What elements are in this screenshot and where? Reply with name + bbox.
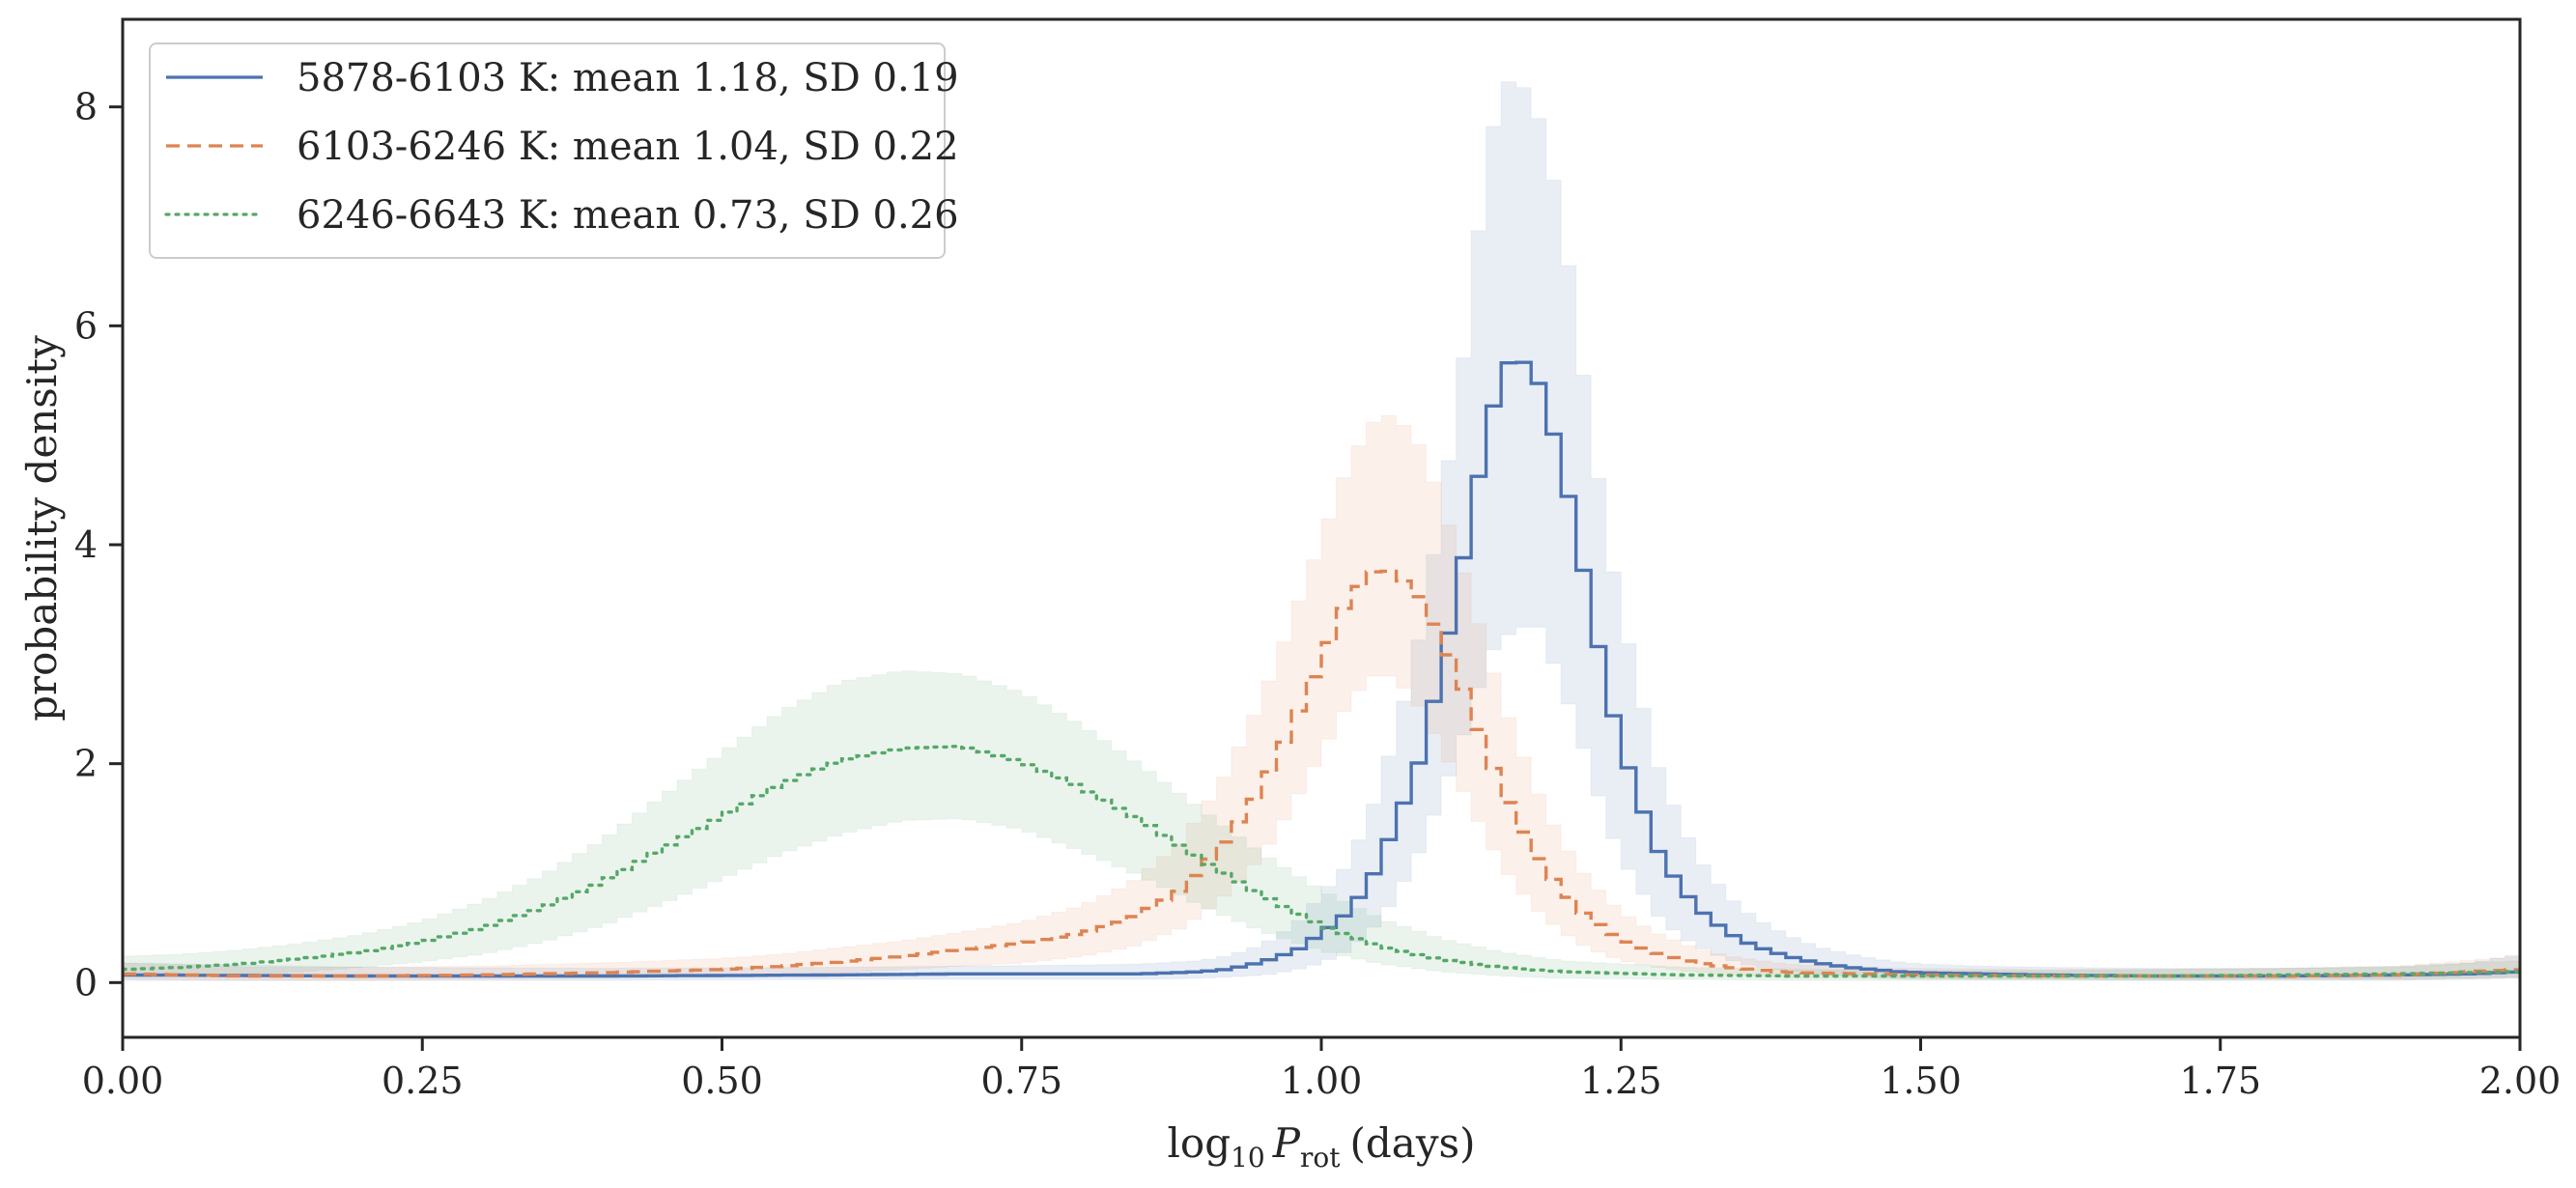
x-tick-label-0.50: 0.50: [681, 1060, 763, 1102]
line-6246-6643: [123, 745, 2520, 978]
x-tick-label-1.50: 1.50: [1880, 1060, 1962, 1102]
band-6246-6643: [123, 670, 2520, 981]
legend-label-6103-6246: 6103-6246 K: mean 1.04, SD 0.22: [297, 125, 959, 169]
x-tick-label-1.00: 1.00: [1281, 1060, 1363, 1102]
x-tick-label-1.25: 1.25: [1580, 1060, 1662, 1102]
x-tick-label-2.00: 2.00: [2479, 1060, 2562, 1102]
y-tick-label-6: 6: [74, 304, 98, 347]
band-6103-6246: [123, 414, 2520, 981]
y-tick-label-4: 4: [74, 523, 98, 566]
y-axis-ticks: 0 2 4 6 8: [74, 86, 123, 1004]
x-tick-label-0.75: 0.75: [980, 1060, 1062, 1102]
line-6103-6246: [123, 569, 2520, 978]
y-tick-label-2: 2: [74, 743, 98, 785]
y-tick-label-0: 0: [74, 961, 98, 1004]
x-tick-label-1.75: 1.75: [2179, 1060, 2261, 1102]
x-axis-label-var: P: [1272, 1119, 1301, 1167]
x-tick-label-0.00: 0.00: [82, 1060, 164, 1102]
uncertainty-bands: [123, 81, 2520, 981]
x-axis-ticks: 0.00 0.25 0.50 0.75 1.00 1.25 1.50 1.75 2.00: [82, 1037, 2562, 1102]
y-tick-label-8: 8: [74, 86, 98, 128]
x-axis-label: log10 Prot (days): [1168, 1119, 1476, 1174]
band-5878-6103: [123, 81, 2520, 981]
y-axis-label: probability density: [18, 335, 66, 721]
x-axis-label-sub-rot: rot: [1300, 1142, 1341, 1174]
x-axis-label-units: (days): [1350, 1119, 1476, 1167]
legend: 5878-6103 K: mean 1.18, SD 0.19 6103-624…: [149, 42, 959, 259]
series-lines: [123, 360, 2520, 978]
x-axis-label-log: log: [1168, 1119, 1231, 1167]
x-tick-label-0.25: 0.25: [382, 1060, 464, 1102]
legend-label-6246-6643: 6246-6643 K: mean 0.73, SD 0.26: [297, 193, 959, 238]
legend-label-5878-6103: 5878-6103 K: mean 1.18, SD 0.19: [297, 56, 959, 100]
x-axis-label-sub-10: 10: [1231, 1142, 1265, 1174]
legend-box: [149, 42, 946, 259]
